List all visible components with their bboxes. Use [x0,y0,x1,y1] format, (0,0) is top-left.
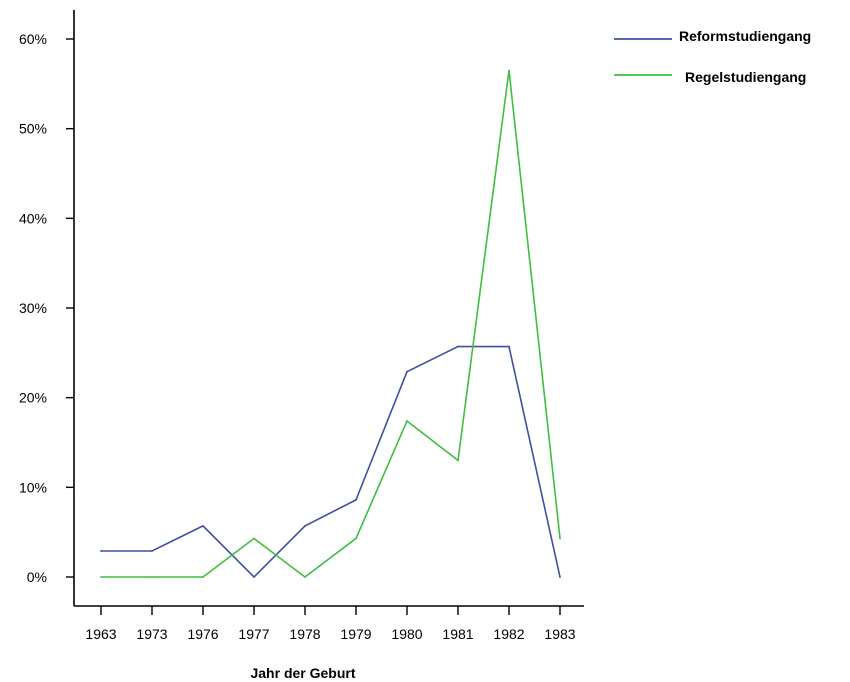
series-line-2 [101,70,561,579]
y-tick-label: 50% [19,121,47,137]
data-point [559,537,561,540]
x-tick-label: 1963 [85,626,116,642]
legend-label: Regelstudiengang [685,69,806,85]
data-point [508,69,510,72]
data-point [406,420,408,422]
data-point [253,537,255,540]
data-point [457,345,459,348]
x-tick-label: 1976 [187,626,218,642]
data-point [100,550,102,552]
data-point [151,576,153,578]
x-tick-label: 1979 [340,626,371,642]
x-tick-label: 1978 [289,626,320,642]
x-tick-label: 1981 [442,626,473,642]
data-point [304,576,306,578]
data-point [355,537,357,540]
y-tick-label: 10% [19,479,47,495]
legend-label: Reformstudiengang [679,28,811,44]
x-tick-label: 1980 [391,626,422,642]
x-tick-label: 1973 [136,626,167,642]
data-point [508,345,510,348]
data-point [406,370,408,373]
x-tick-label: 1983 [544,626,575,642]
data-point [151,550,153,552]
x-axis: 1963 1973 1976 1977 1978 1979 1980 1981 1982 1983 [74,605,584,642]
y-axis: 0% 10% 20% 30% 40% 50% 60% [19,10,75,606]
y-tick-label: 40% [19,210,47,226]
data-point [100,576,102,578]
y-tick-label: 0% [27,569,47,585]
x-tick-label: 1982 [493,626,524,642]
y-tick-label: 30% [19,300,47,316]
y-tick-label: 60% [19,31,47,47]
x-axis-title: Jahr der Geburt [250,665,355,681]
series-line-1 [101,345,561,579]
data-point [304,524,306,527]
data-point [457,459,459,462]
data-point [202,576,204,578]
data-point [202,524,204,527]
x-tick-label: 1977 [238,626,269,642]
legend: Reformstudiengang Regelstudiengang [614,28,811,85]
data-point [355,498,357,501]
series-layer [100,69,561,579]
data-point [253,576,255,578]
data-point [559,576,561,578]
y-tick-label: 20% [19,390,47,406]
